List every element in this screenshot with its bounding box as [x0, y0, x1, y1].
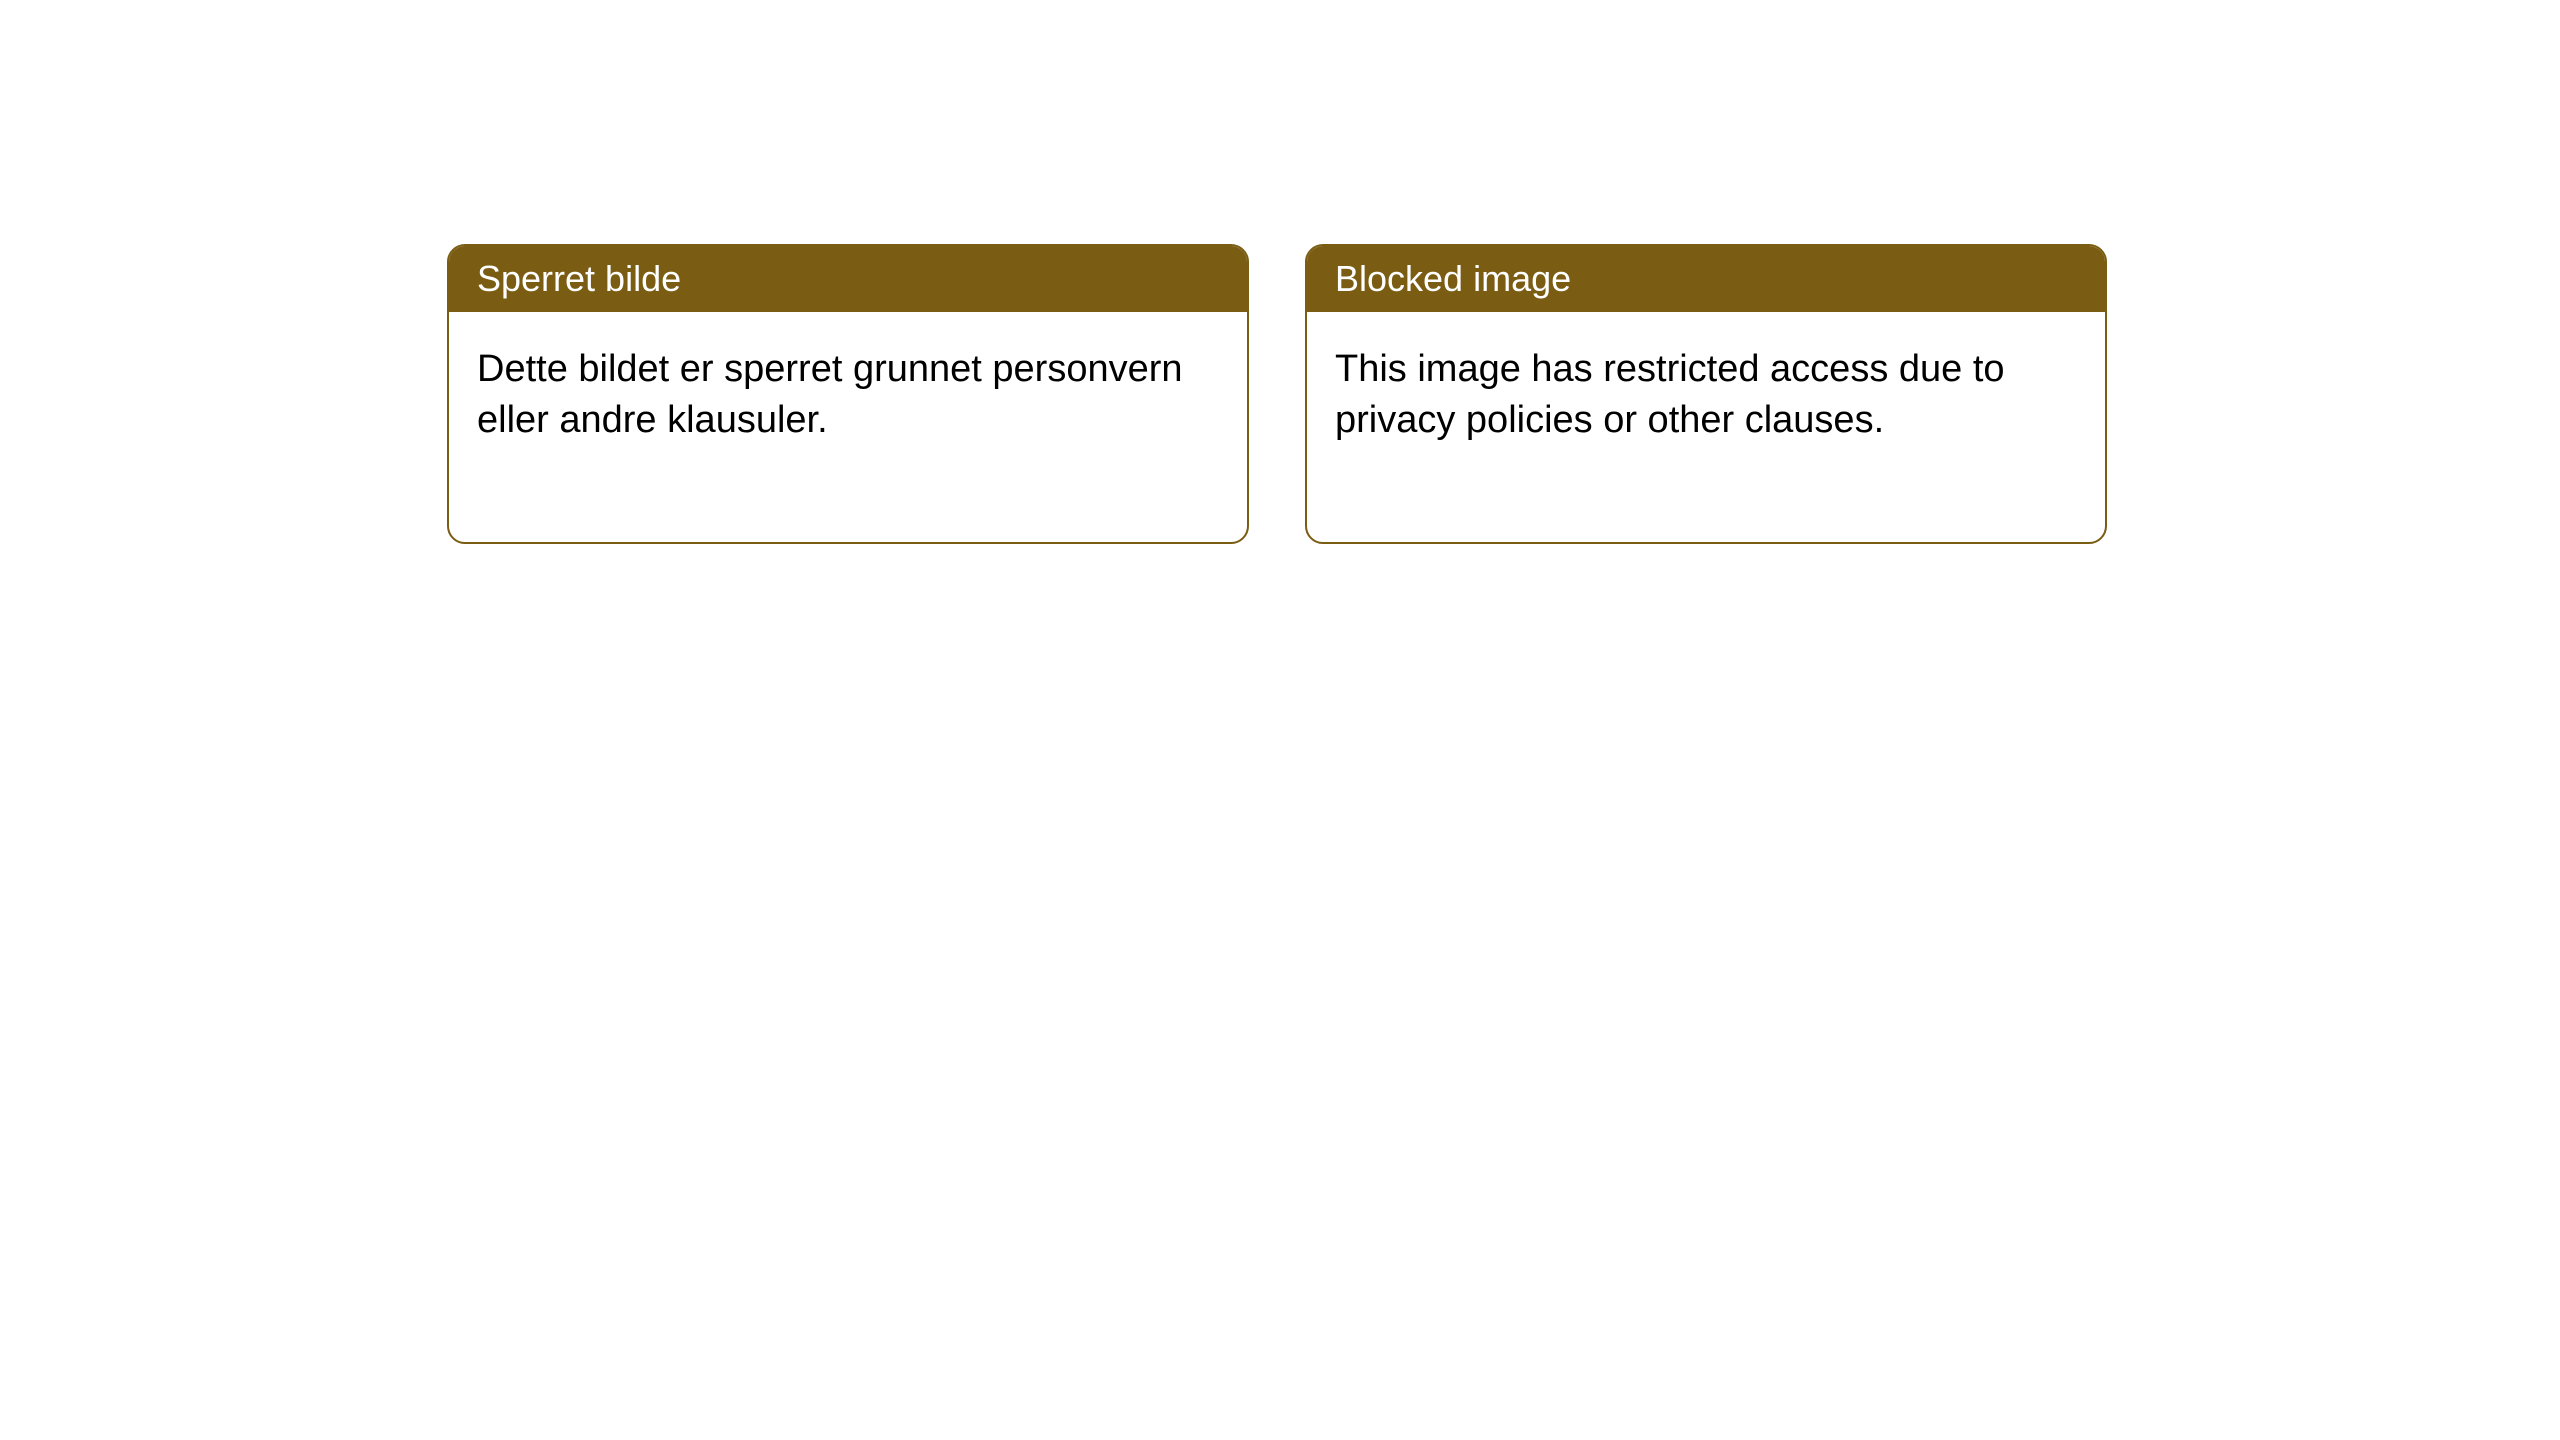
notice-title: Blocked image: [1335, 258, 1571, 299]
notice-card-norwegian: Sperret bilde Dette bildet er sperret gr…: [447, 244, 1249, 544]
notice-body-text: Dette bildet er sperret grunnet personve…: [477, 348, 1183, 441]
notice-card-english: Blocked image This image has restricted …: [1305, 244, 2107, 544]
notice-container: Sperret bilde Dette bildet er sperret gr…: [447, 244, 2107, 544]
notice-header: Sperret bilde: [449, 246, 1247, 312]
notice-header: Blocked image: [1307, 246, 2105, 312]
notice-title: Sperret bilde: [477, 258, 681, 299]
notice-body-text: This image has restricted access due to …: [1335, 348, 2005, 441]
notice-body: This image has restricted access due to …: [1307, 312, 2105, 542]
notice-body: Dette bildet er sperret grunnet personve…: [449, 312, 1247, 542]
